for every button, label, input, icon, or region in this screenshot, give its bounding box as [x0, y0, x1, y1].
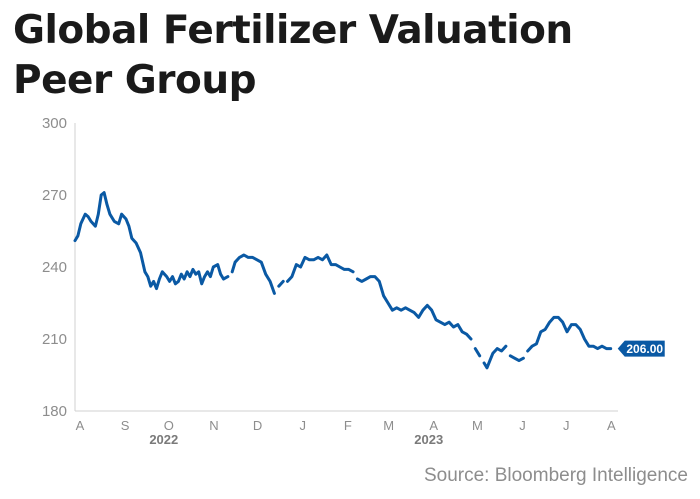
y-tick-label: 180 [42, 403, 67, 420]
x-tick-label: M [383, 418, 394, 433]
series-line-segment [355, 275, 473, 341]
x-tick-label: F [344, 418, 352, 433]
series-line-segment [473, 347, 482, 358]
x-year-label: 2022 [149, 432, 178, 447]
x-tick-label: O [164, 418, 174, 433]
x-tick-label: A [429, 418, 438, 433]
y-axis: 180 210 240 270 300 [42, 115, 76, 420]
series-line-segment [526, 315, 613, 353]
x-tick-label: J [563, 418, 570, 433]
y-tick-label: 210 [42, 331, 67, 348]
series-line-segment [230, 253, 276, 295]
series-line-segment [482, 344, 508, 370]
x-tick-label: D [253, 418, 262, 433]
chart-title-line-2: Peer Group [13, 58, 257, 103]
x-tick-label: A [607, 418, 616, 433]
chart-title-line-1: Global Fertilizer Valuation [13, 8, 573, 53]
x-tick-label: J [299, 418, 306, 433]
x-year-label: 2023 [414, 432, 443, 447]
x-tick-label: N [209, 418, 218, 433]
series-line [73, 191, 613, 370]
series-line-segment [73, 191, 230, 291]
y-tick-label: 240 [42, 259, 67, 276]
x-tick-label: J [519, 418, 526, 433]
series-line-segment [277, 279, 285, 288]
y-tick-label: 300 [42, 115, 67, 132]
x-tick-label: S [121, 418, 130, 433]
x-tick-label: M [472, 418, 483, 433]
last-value-label: 206.00 [617, 340, 665, 357]
last-value-badge [617, 340, 665, 357]
chart-title: Global Fertilizer Valuation Peer Group [13, 6, 573, 106]
x-axis: A S O N D J F M A M J J A 2022 2023 [75, 410, 618, 447]
source-note: Source: Bloomberg Intelligence [423, 465, 688, 486]
x-tick-label: A [76, 418, 85, 433]
series-line-segment [508, 354, 525, 363]
y-tick-label: 270 [42, 187, 67, 204]
series-line-segment [286, 253, 355, 283]
last-value-text: 206.00 [626, 342, 663, 356]
